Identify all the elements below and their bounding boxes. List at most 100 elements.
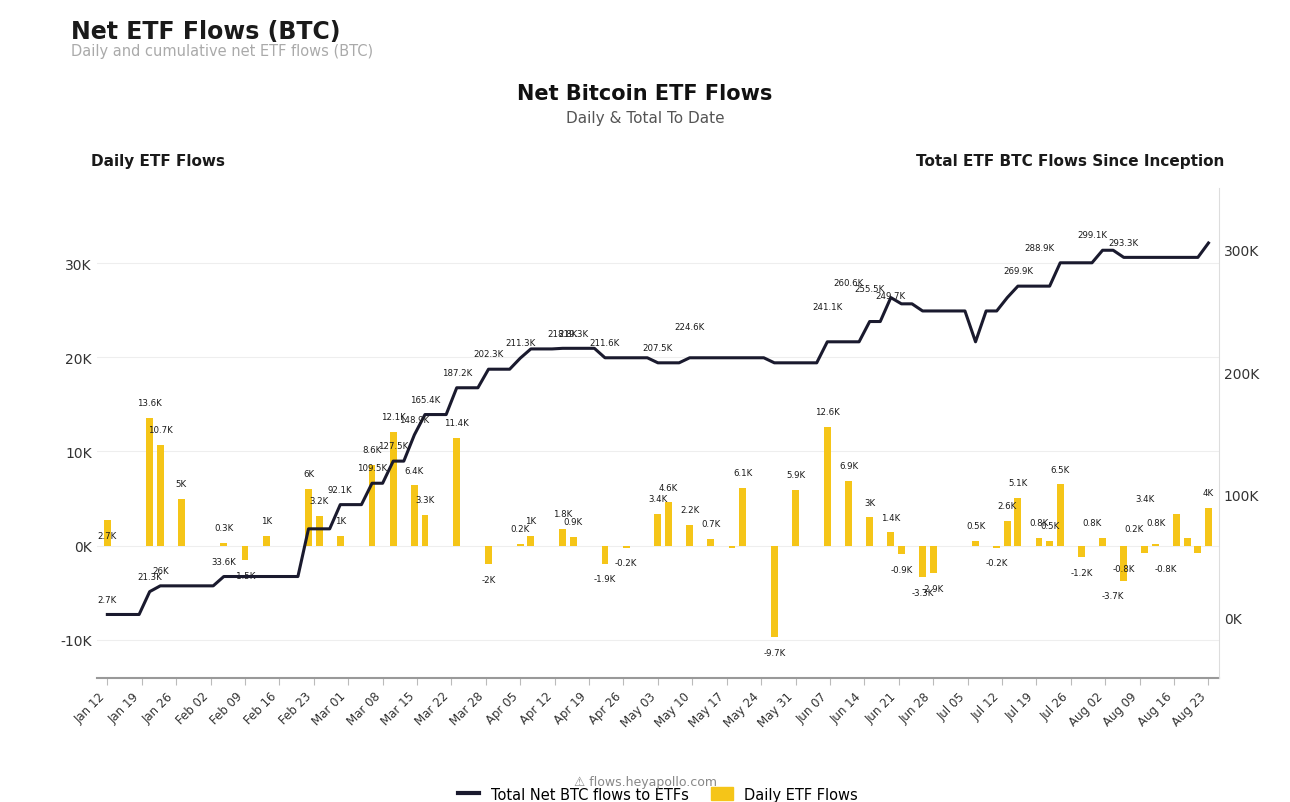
Text: 4K: 4K (1202, 488, 1214, 497)
Text: 0.8K: 0.8K (1146, 519, 1165, 528)
Text: 109.5K: 109.5K (357, 464, 387, 473)
Bar (601, 546, 609, 564)
Bar (263, 537, 270, 546)
Bar (654, 514, 662, 546)
Text: Daily and cumulative net ETF flows (BTC): Daily and cumulative net ETF flows (BTC) (71, 44, 373, 59)
Bar (1057, 485, 1064, 546)
Text: 202.3K: 202.3K (473, 350, 503, 359)
Text: 12.6K: 12.6K (815, 407, 840, 417)
Bar (1205, 508, 1211, 546)
Bar (1174, 514, 1180, 546)
Bar (973, 541, 979, 546)
Text: 3.3K: 3.3K (415, 495, 435, 504)
Text: -0.2K: -0.2K (986, 559, 1007, 568)
Text: -1.2K: -1.2K (1071, 568, 1093, 577)
Text: 10.7K: 10.7K (148, 426, 173, 435)
Text: 187.2K: 187.2K (441, 369, 472, 378)
Text: 2.2K: 2.2K (680, 505, 699, 515)
Text: 12.1K: 12.1K (381, 412, 405, 421)
Legend: Total Net BTC flows to ETFs, Daily ETF Flows: Total Net BTC flows to ETFs, Daily ETF F… (451, 781, 864, 802)
Text: 1K: 1K (334, 516, 346, 526)
Bar (1046, 541, 1053, 546)
Text: 1.8K: 1.8K (553, 509, 573, 518)
Text: 92.1K: 92.1K (328, 485, 352, 494)
Bar (686, 525, 693, 546)
Bar (920, 546, 926, 577)
Bar (898, 546, 904, 554)
Bar (304, 489, 312, 546)
Bar (337, 537, 343, 546)
Text: 0.9K: 0.9K (564, 518, 583, 527)
Bar (157, 445, 164, 546)
Text: 2.7K: 2.7K (98, 595, 117, 604)
Text: 260.6K: 260.6K (833, 278, 863, 287)
Bar (146, 418, 154, 546)
Bar (390, 432, 396, 546)
Text: 33.6K: 33.6K (212, 557, 236, 566)
Bar (1120, 546, 1127, 581)
Bar (528, 537, 534, 546)
Bar (453, 439, 461, 546)
Bar (930, 546, 937, 573)
Text: Daily ETF Flows: Daily ETF Flows (92, 154, 226, 169)
Text: 219.3K: 219.3K (559, 329, 588, 338)
Text: 211.3K: 211.3K (506, 339, 535, 348)
Text: -0.8K: -0.8K (1112, 565, 1135, 573)
Bar (369, 465, 375, 546)
Text: ⚠ flows.heyapollo.com: ⚠ flows.heyapollo.com (574, 775, 716, 788)
Bar (1036, 538, 1042, 546)
Text: 0.5K: 0.5K (966, 521, 986, 530)
Text: Total ETF BTC Flows Since Inception: Total ETF BTC Flows Since Inception (916, 154, 1224, 169)
Text: -0.9K: -0.9K (890, 565, 912, 574)
Text: 3.4K: 3.4K (1135, 494, 1155, 503)
Text: 0.3K: 0.3K (214, 524, 233, 533)
Bar (866, 518, 873, 546)
Bar (570, 537, 577, 546)
Text: 5K: 5K (175, 479, 187, 488)
Text: 299.1K: 299.1K (1077, 231, 1107, 240)
Bar (623, 546, 630, 548)
Text: -0.8K: -0.8K (1155, 565, 1178, 573)
Text: 21.3K: 21.3K (137, 572, 163, 581)
Bar (1142, 546, 1148, 553)
Text: -1.9K: -1.9K (593, 574, 617, 584)
Text: -0.2K: -0.2K (615, 559, 637, 568)
Text: 269.9K: 269.9K (1002, 267, 1033, 276)
Text: Daily & Total To Date: Daily & Total To Date (566, 111, 724, 126)
Bar (241, 546, 249, 560)
Text: -2K: -2K (481, 576, 495, 585)
Text: 241.1K: 241.1K (813, 302, 842, 311)
Text: 3.4K: 3.4K (649, 494, 667, 503)
Bar (993, 546, 1000, 548)
Bar (412, 486, 418, 546)
Bar (1004, 521, 1011, 546)
Text: 8.6K: 8.6K (362, 445, 382, 454)
Text: 224.6K: 224.6K (675, 322, 704, 331)
Text: Net Bitcoin ETF Flows: Net Bitcoin ETF Flows (517, 84, 773, 104)
Bar (666, 503, 672, 546)
Bar (1184, 538, 1191, 546)
Text: 127.5K: 127.5K (378, 442, 409, 451)
Text: 218.8K: 218.8K (547, 330, 578, 338)
Bar (824, 427, 831, 546)
Text: 211.6K: 211.6K (590, 338, 620, 347)
Bar (422, 515, 428, 546)
Text: 3.2K: 3.2K (310, 496, 329, 505)
Bar (771, 546, 778, 638)
Bar (707, 540, 715, 546)
Text: 0.2K: 0.2K (1125, 525, 1144, 533)
Text: 2.7K: 2.7K (98, 532, 117, 541)
Text: 288.9K: 288.9K (1024, 244, 1054, 253)
Text: -2.9K: -2.9K (922, 584, 944, 593)
Text: 2.6K: 2.6K (997, 502, 1017, 511)
Text: 207.5K: 207.5K (642, 343, 673, 353)
Bar (316, 516, 322, 546)
Bar (888, 533, 894, 546)
Text: -9.7K: -9.7K (764, 648, 786, 657)
Text: 148.9K: 148.9K (400, 415, 430, 424)
Text: 3K: 3K (864, 498, 875, 507)
Bar (845, 481, 851, 546)
Text: 6.5K: 6.5K (1050, 465, 1069, 474)
Bar (739, 488, 746, 546)
Text: 11.4K: 11.4K (444, 419, 470, 428)
